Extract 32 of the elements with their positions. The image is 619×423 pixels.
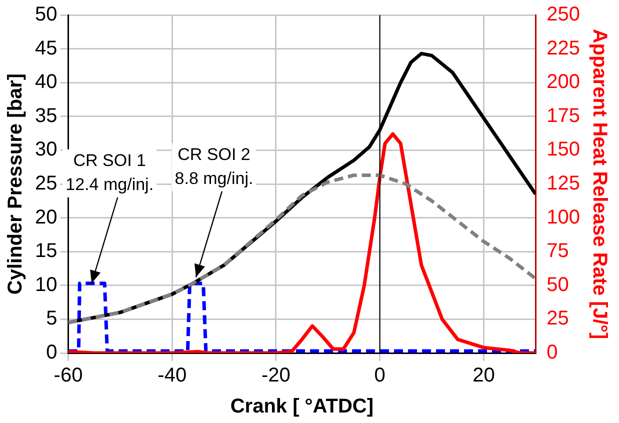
x-axis-title: Crank [ °ATDC] bbox=[230, 396, 374, 418]
y2-tick-label: 225 bbox=[546, 37, 580, 60]
annotation: CR SOI 1 12.4 mg/inj. bbox=[66, 151, 154, 194]
y2-tick-label: 100 bbox=[546, 206, 580, 228]
x-tick-label: 20 bbox=[472, 364, 495, 387]
y-tick-label: 30 bbox=[34, 138, 58, 161]
y2-tick-label: 50 bbox=[546, 274, 569, 296]
y2-tick-label: 75 bbox=[546, 240, 569, 262]
y-tick-label: 50 bbox=[34, 4, 58, 26]
x-tick-label: -20 bbox=[262, 364, 290, 387]
y2-tick-label: 25 bbox=[546, 308, 569, 330]
annotation: CR SOI 2 8.8 mg/inj. bbox=[174, 144, 254, 188]
y-tick-label: 15 bbox=[34, 240, 58, 262]
y2-tick-label: 200 bbox=[546, 71, 580, 94]
y-tick-label: 10 bbox=[34, 274, 58, 296]
y-tick-label: 45 bbox=[34, 37, 58, 60]
y-tick-label: 40 bbox=[34, 71, 58, 94]
y2-tick-label: 175 bbox=[546, 104, 580, 127]
x-tick-label: -40 bbox=[158, 364, 187, 387]
y2-tick-label: 250 bbox=[546, 4, 580, 26]
x-tick-label: 0 bbox=[374, 364, 386, 387]
y-tick-label: 20 bbox=[34, 206, 58, 228]
y-tick-label: 25 bbox=[34, 172, 58, 195]
y2-tick-label: 125 bbox=[546, 172, 580, 195]
y-axis-title: Cylinder Pressure [bar] bbox=[4, 73, 27, 295]
x-tick-label: -60 bbox=[54, 364, 83, 387]
y-tick-label: 35 bbox=[34, 104, 58, 127]
y2-tick-label: 150 bbox=[546, 138, 580, 161]
y2-axis-title: Apparent Heat Release Rate [J/°] bbox=[588, 28, 610, 340]
y-tick-label: 5 bbox=[46, 308, 58, 330]
y2-tick-label: 0 bbox=[546, 342, 558, 364]
y-tick-label: 0 bbox=[46, 342, 58, 364]
